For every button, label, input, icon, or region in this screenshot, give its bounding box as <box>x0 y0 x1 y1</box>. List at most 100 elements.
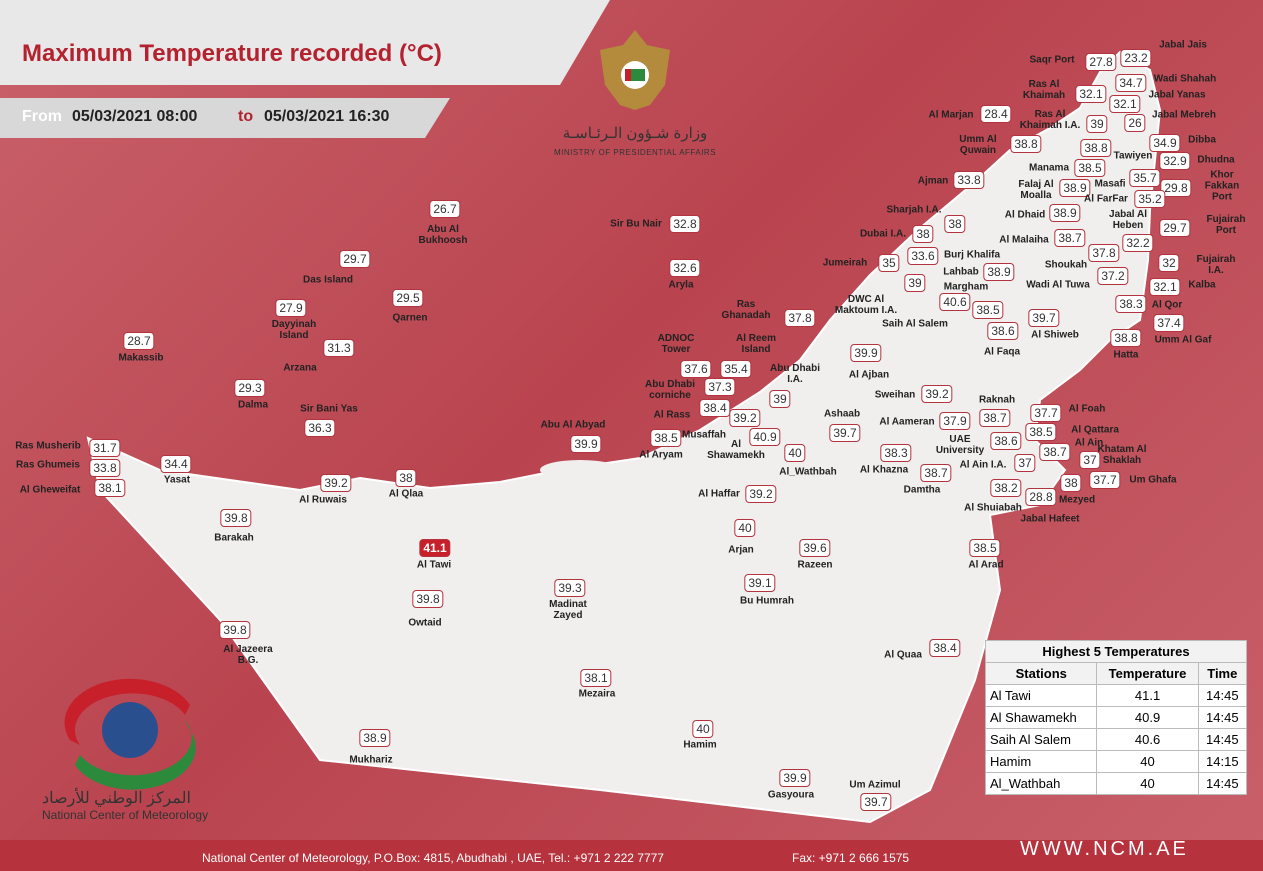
station-value: 39.9 <box>850 344 882 362</box>
station-name: Aryla <box>668 279 694 291</box>
station-value: 38.3 <box>1115 295 1147 313</box>
station-name: Kalba <box>1188 279 1216 291</box>
station-value: 39.2 <box>745 485 777 503</box>
table-cell: Hamim <box>984 750 1098 773</box>
footer-fax: Fax: +971 2 666 1575 <box>792 851 910 865</box>
station-value: 37.9 <box>939 412 971 430</box>
date-band <box>0 98 450 138</box>
station-name: Al Shawamekh <box>707 439 765 461</box>
station-value: 38.4 <box>699 399 731 417</box>
title-band <box>0 0 610 85</box>
station-value: 34.7 <box>1115 74 1147 92</box>
station-name: Madinat Zayed <box>549 599 587 621</box>
station-name: Sir Bu Nair <box>610 218 662 230</box>
station-name: Saqr Port <box>1029 54 1075 66</box>
station-name: Ajman <box>917 175 949 187</box>
station-name: Qarnen <box>392 312 428 324</box>
station-name: Wadi Al Tuwa <box>1026 279 1090 291</box>
station-value: 38.3 <box>880 444 912 462</box>
station-value: 41.1 <box>419 539 451 557</box>
table-cell: 40 <box>1096 772 1199 795</box>
table-cell: 14:15 <box>1197 750 1248 773</box>
station-value: 23.2 <box>1120 49 1152 67</box>
station-name: Jumeirah <box>822 257 868 269</box>
station-value: 38.2 <box>990 479 1022 497</box>
from-date: 05/03/2021 08:00 <box>72 108 198 125</box>
table-cell: 40.6 <box>1096 728 1199 751</box>
table-cell: 14:45 <box>1197 684 1248 707</box>
station-name: Abu Dhabi corniche <box>645 379 695 401</box>
station-value: 38.7 <box>1054 229 1086 247</box>
station-value: 37.4 <box>1153 314 1185 332</box>
station-value: 38.9 <box>359 729 391 747</box>
station-value: 40.6 <box>939 293 971 311</box>
station-value: 38.1 <box>94 479 126 497</box>
station-value: 37.7 <box>1089 471 1121 489</box>
station-value: 32.1 <box>1075 85 1107 103</box>
station-value: 37 <box>1079 451 1101 469</box>
highest-table: Highest 5 Temperatures Stations Temperatur… <box>984 640 1248 795</box>
footer-bar <box>0 840 1263 871</box>
from-label: From <box>22 108 62 125</box>
station-value: 26.7 <box>429 200 461 218</box>
station-name: Al Malaiha <box>999 234 1049 246</box>
station-name: Makassib <box>118 352 164 364</box>
station-value: 37.8 <box>1088 244 1120 262</box>
station-value: 38.8 <box>1110 329 1142 347</box>
station-name: Al Aameran <box>879 416 935 428</box>
footer-address: National Center of Meteorology, P.O.Box:… <box>202 851 664 865</box>
station-name: ADNOC Tower <box>657 333 695 355</box>
table-cell: 41.1 <box>1096 684 1199 707</box>
station-name: Saih Al Salem <box>882 318 948 330</box>
station-value: 38.9 <box>1059 179 1091 197</box>
station-value: 33.8 <box>89 459 121 477</box>
station-name: Dhudna <box>1197 154 1235 166</box>
station-value: 37.2 <box>1097 267 1129 285</box>
table-cell: 14:45 <box>1197 728 1248 751</box>
to-date: 05/03/2021 16:30 <box>264 108 390 125</box>
station-name: Al Shiweb <box>1031 329 1079 341</box>
station-name: Al_Wathbah <box>779 466 837 478</box>
station-value: 38.1 <box>580 669 612 687</box>
table-row: Hamim 40 14:15 <box>984 750 1248 773</box>
station-value: 28.8 <box>1025 488 1057 506</box>
ncm-logo <box>64 678 196 790</box>
station-value: 39.8 <box>220 509 252 527</box>
station-value: 39.3 <box>554 579 586 597</box>
station-value: 38.6 <box>990 432 1022 450</box>
station-value: 38.9 <box>1049 204 1081 222</box>
emblem <box>600 30 670 110</box>
station-name: Raknah <box>978 394 1016 406</box>
station-name: Al Ain <box>1074 437 1104 449</box>
station-name: Al FarFar <box>1084 193 1128 205</box>
station-name: Al Tawi <box>416 559 452 571</box>
station-value: 39.9 <box>779 769 811 787</box>
station-name: Damtha <box>903 484 941 496</box>
station-value: 37.3 <box>704 378 736 396</box>
station-name: Dayyinah Island <box>271 319 317 341</box>
table-cell: Al Shawamekh <box>984 706 1098 729</box>
station-name: Jabal Hafeet <box>1020 513 1080 525</box>
station-name: Ras Ghumeis <box>16 459 80 471</box>
station-name: Mukhariz <box>349 754 393 766</box>
station-value: 29.8 <box>1160 179 1192 197</box>
station-value: 39.7 <box>1028 309 1060 327</box>
station-name: Owtaid <box>408 617 442 629</box>
station-name: Barakah <box>214 532 254 544</box>
station-name: Al Qor <box>1151 299 1183 311</box>
station-name: Bu Humrah <box>740 595 794 607</box>
station-name: Al Quaa <box>884 649 922 661</box>
table-cell: 14:45 <box>1197 706 1248 729</box>
station-name: Al Faqa <box>983 346 1021 358</box>
station-value: 38.5 <box>969 539 1001 557</box>
station-value: 38.5 <box>650 429 682 447</box>
station-value: 38 <box>912 225 934 243</box>
table-cell: Al_Wathbah <box>984 772 1098 795</box>
station-value: 38.9 <box>983 263 1015 281</box>
station-name: Al Dhaid <box>1004 209 1046 221</box>
station-value: 38.7 <box>979 409 1011 427</box>
station-value: 29.3 <box>234 379 266 397</box>
station-value: 39.1 <box>744 574 776 592</box>
